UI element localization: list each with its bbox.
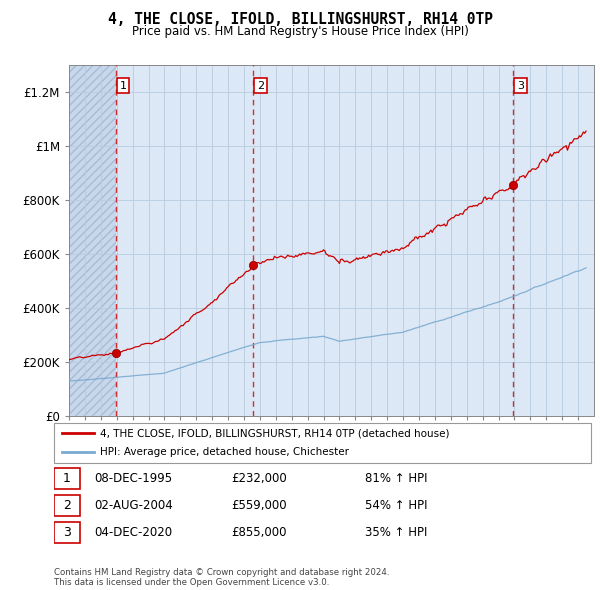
Text: £232,000: £232,000 — [231, 471, 287, 485]
Text: 4, THE CLOSE, IFOLD, BILLINGSHURST, RH14 0TP: 4, THE CLOSE, IFOLD, BILLINGSHURST, RH14… — [107, 12, 493, 27]
Text: 02-AUG-2004: 02-AUG-2004 — [94, 499, 173, 512]
Text: 3: 3 — [63, 526, 71, 539]
Text: Contains HM Land Registry data © Crown copyright and database right 2024.
This d: Contains HM Land Registry data © Crown c… — [54, 568, 389, 587]
Text: Price paid vs. HM Land Registry's House Price Index (HPI): Price paid vs. HM Land Registry's House … — [131, 25, 469, 38]
Text: 35% ↑ HPI: 35% ↑ HPI — [365, 526, 428, 539]
Text: 4, THE CLOSE, IFOLD, BILLINGSHURST, RH14 0TP (detached house): 4, THE CLOSE, IFOLD, BILLINGSHURST, RH14… — [100, 428, 449, 438]
Text: 54% ↑ HPI: 54% ↑ HPI — [365, 499, 428, 512]
Text: £855,000: £855,000 — [231, 526, 287, 539]
Text: £559,000: £559,000 — [231, 499, 287, 512]
Text: 3: 3 — [517, 81, 524, 91]
Bar — [54, 522, 80, 543]
Bar — [54, 494, 80, 516]
Text: 81% ↑ HPI: 81% ↑ HPI — [365, 471, 428, 485]
Text: 1: 1 — [63, 471, 71, 485]
Text: 2: 2 — [63, 499, 71, 512]
Text: 1: 1 — [119, 81, 127, 91]
Text: 08-DEC-1995: 08-DEC-1995 — [94, 471, 172, 485]
Bar — [54, 467, 80, 489]
Text: 04-DEC-2020: 04-DEC-2020 — [94, 526, 172, 539]
Text: HPI: Average price, detached house, Chichester: HPI: Average price, detached house, Chic… — [100, 447, 349, 457]
Bar — [69, 65, 116, 416]
Text: 2: 2 — [257, 81, 265, 91]
